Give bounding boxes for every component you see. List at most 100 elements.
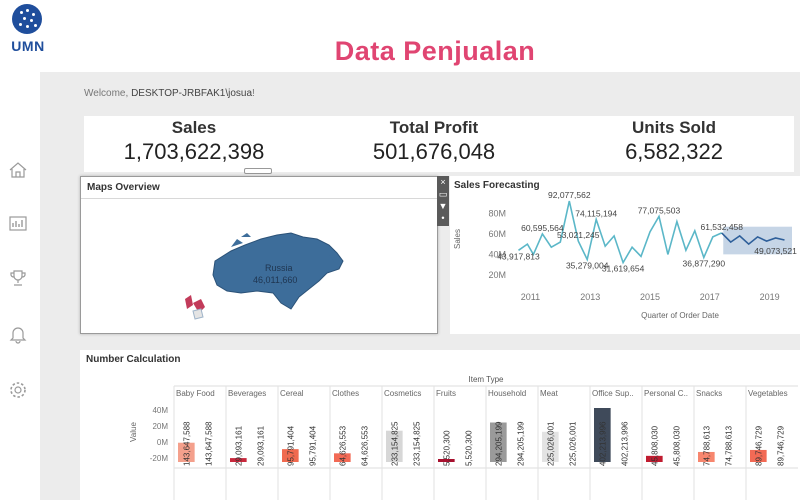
filter-icon[interactable]: ▼	[438, 201, 448, 211]
data-label: 35,279,004	[566, 261, 609, 271]
bar-value-label: 89,746,729	[754, 425, 763, 466]
sales-forecasting-panel[interactable]: Sales Forecasting 20M 40M 60M 80M 2011 2013 20…	[450, 176, 800, 334]
home-icon[interactable]	[8, 160, 28, 180]
bar-value-label: 64,626,553	[338, 425, 347, 466]
bell-icon[interactable]	[8, 324, 28, 344]
trophy-icon[interactable]	[8, 268, 28, 288]
bar-value-label: 294,205,199	[516, 421, 525, 466]
data-label: 60,595,564	[521, 223, 564, 233]
close-icon[interactable]: ×	[440, 177, 446, 187]
bar	[438, 459, 455, 462]
y-tick-label: 60M	[488, 229, 506, 239]
bar-value-label: 5,520,300	[464, 430, 473, 466]
y-tick-label: 80M	[488, 208, 506, 218]
y-tick-label: -20M	[150, 454, 169, 463]
category-label: Office Sup..	[592, 389, 634, 398]
dashboard-icon[interactable]	[8, 214, 28, 234]
kpi-label: Sales	[171, 118, 217, 137]
logo-emblem-icon	[12, 4, 42, 34]
data-label: 49,073,521	[754, 246, 797, 256]
column-header-label: Item Type	[469, 375, 505, 384]
category-label: Cosmetics	[384, 389, 421, 398]
world-map[interactable]: Russia 46,011,660	[81, 199, 437, 333]
series-line-actual	[518, 200, 723, 265]
bar-value-label: 225,026,001	[568, 421, 577, 466]
maps-title: Maps Overview	[81, 177, 437, 199]
data-label: 77,075,503	[638, 205, 681, 215]
bar	[750, 449, 767, 462]
bar-value-label: 89,746,729	[776, 425, 785, 466]
umn-logo: UMN	[6, 4, 50, 58]
bar-value-label: 233,154,825	[412, 421, 421, 466]
kpi-value: 6,582,322	[625, 139, 723, 164]
data-label: 53,021,245	[557, 230, 600, 240]
kpi-label: Units Sold	[631, 118, 717, 137]
y-tick-label: 20M	[152, 422, 168, 431]
map-tooltip-value: 46,011,660	[253, 275, 297, 285]
sidebar	[0, 72, 36, 500]
gear-icon[interactable]	[8, 380, 28, 400]
category-label: Cereal	[280, 389, 304, 398]
map-region-europe[interactable]	[185, 295, 205, 313]
kpi-value: 1,703,622,398	[123, 139, 265, 164]
bar	[594, 408, 611, 462]
more-icon[interactable]: •	[441, 213, 445, 223]
expand-icon[interactable]: ▭	[438, 189, 448, 199]
data-label: 36,877,290	[683, 258, 726, 268]
forecast-band	[723, 226, 792, 255]
bar-value-label: 74,788,613	[702, 425, 711, 466]
main-area: Welcome, DESKTOP-JRBFAK1\josua! Sales 1,…	[40, 72, 800, 500]
bar-value-label: 225,026,001	[546, 421, 555, 466]
bar-value-label: 402,213,996	[598, 421, 607, 466]
welcome-prefix: Welcome,	[84, 88, 132, 99]
number-calculation-chart[interactable]: Item Type 40M 20M 0M -20M Value Baby Food 143,6…	[80, 350, 800, 500]
bar-value-label: 45,808,030	[672, 425, 681, 466]
category-label: Meat	[540, 389, 559, 398]
category-label: Personal C..	[644, 389, 688, 398]
bar	[490, 422, 507, 462]
bar	[230, 458, 247, 462]
page-title: Data Penjualan	[334, 36, 536, 66]
number-calculation-panel[interactable]: Number Calculation Item Type 40M 20M 0M -20M…	[80, 350, 800, 500]
x-tick-label: 2015	[640, 292, 660, 302]
category-label: Fruits	[436, 389, 456, 398]
y-tick-label: 40M	[152, 406, 168, 415]
resize-handle[interactable]	[244, 168, 272, 174]
data-label: 74,115,194	[575, 209, 617, 219]
map-tooltip-country: Russia	[265, 263, 293, 273]
x-tick-label: 2019	[760, 292, 780, 302]
logo-text: UMN	[11, 38, 45, 54]
sales-forecast-chart[interactable]: 20M 40M 60M 80M 2011 2013 2015 2017 2019 Sales Qua…	[450, 176, 800, 334]
data-label: 31,619,654	[602, 264, 645, 274]
x-axis-label: Quarter of Order Date	[641, 311, 719, 320]
x-tick-label: 2017	[700, 292, 720, 302]
kpi-units-sold: Units Sold 6,582,322	[564, 118, 784, 165]
bar-value-label: 95,791,404	[308, 425, 317, 466]
kpi-value: 501,676,048	[372, 139, 496, 164]
bar-value-label: 233,154,825	[390, 421, 399, 466]
y-axis-label: Sales	[453, 229, 462, 249]
bar-value-label: 402,213,996	[620, 421, 629, 466]
bar-value-label: 5,520,300	[442, 430, 451, 466]
bar-value-label: 143,647,588	[204, 421, 213, 466]
bar	[698, 451, 715, 462]
bar-value-label: 29,093,161	[256, 425, 265, 466]
maps-overview-panel[interactable]: Maps Overview Russia 46,011,660	[80, 176, 438, 334]
y-tick-label: 40M	[488, 249, 506, 259]
bar-value-label: 64,626,553	[360, 425, 369, 466]
category-label: Household	[488, 389, 526, 398]
bar-value-label: 143,647,588	[182, 421, 191, 466]
data-label: 61,532,458	[700, 222, 743, 232]
map-region-russia[interactable]	[212, 232, 344, 310]
data-label: 92,077,562	[548, 190, 591, 200]
category-label: Beverages	[228, 389, 266, 398]
welcome-message: Welcome, DESKTOP-JRBFAK1\josua!	[84, 88, 255, 99]
y-tick-label: 20M	[488, 270, 506, 280]
bar	[334, 453, 351, 462]
map-region-west[interactable]	[192, 308, 204, 320]
series-line-forecast	[721, 232, 785, 246]
category-label: Snacks	[696, 389, 722, 398]
y-axis-label: Value	[129, 422, 138, 442]
bar-value-label: 74,788,613	[724, 425, 733, 466]
